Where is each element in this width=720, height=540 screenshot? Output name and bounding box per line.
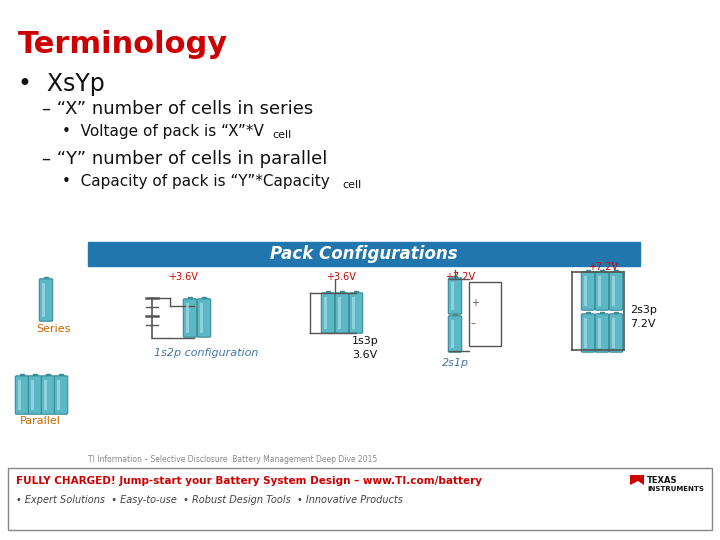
Text: 2s1p: 2s1p xyxy=(442,358,469,368)
Bar xyxy=(584,276,587,306)
Bar xyxy=(469,282,501,346)
Text: •  XsYp: • XsYp xyxy=(18,72,104,96)
Text: TEXAS: TEXAS xyxy=(647,476,678,485)
FancyBboxPatch shape xyxy=(15,376,29,414)
Bar xyxy=(44,277,48,280)
Bar xyxy=(352,297,354,329)
Bar xyxy=(584,318,587,348)
FancyBboxPatch shape xyxy=(581,314,595,352)
Bar xyxy=(31,380,34,410)
Text: • Expert Solutions  • Easy-to-use  • Robust Design Tools  • Innovative Products: • Expert Solutions • Easy-to-use • Robus… xyxy=(16,495,403,505)
Bar xyxy=(451,320,454,348)
Bar xyxy=(453,314,457,317)
FancyBboxPatch shape xyxy=(449,278,462,314)
Text: 7.2V: 7.2V xyxy=(630,319,655,329)
Text: TI Information – Selective Disclosure  Battery Management Deep Dive 2015: TI Information – Selective Disclosure Ba… xyxy=(88,455,377,464)
Text: cell: cell xyxy=(272,130,292,140)
Bar xyxy=(453,276,457,279)
FancyBboxPatch shape xyxy=(321,293,335,333)
Text: +: + xyxy=(471,298,479,308)
Text: +3.6V: +3.6V xyxy=(168,272,198,282)
Bar xyxy=(200,303,202,333)
Bar xyxy=(451,282,454,310)
Bar xyxy=(612,318,614,348)
Bar xyxy=(354,291,358,294)
Text: INSTRUMENTS: INSTRUMENTS xyxy=(647,486,704,492)
Bar xyxy=(614,270,618,273)
FancyBboxPatch shape xyxy=(184,299,197,337)
Bar xyxy=(614,312,618,315)
Text: +3.6V: +3.6V xyxy=(326,272,356,282)
FancyBboxPatch shape xyxy=(595,314,608,352)
Bar xyxy=(324,297,326,329)
Bar xyxy=(18,380,20,410)
Text: – “Y” number of cells in parallel: – “Y” number of cells in parallel xyxy=(42,150,328,168)
Bar xyxy=(326,291,330,294)
Text: +7.2V: +7.2V xyxy=(588,262,618,272)
Bar xyxy=(598,276,600,306)
Polygon shape xyxy=(630,475,644,485)
Bar xyxy=(600,312,604,315)
Bar xyxy=(46,374,50,377)
Bar xyxy=(338,297,341,329)
FancyBboxPatch shape xyxy=(595,272,608,310)
Bar xyxy=(59,374,63,377)
Bar xyxy=(586,312,590,315)
Text: +7.2V: +7.2V xyxy=(445,272,475,282)
FancyBboxPatch shape xyxy=(349,293,363,333)
Text: –: – xyxy=(471,318,476,328)
Bar xyxy=(188,297,192,300)
FancyBboxPatch shape xyxy=(609,314,623,352)
Bar xyxy=(598,318,600,348)
Bar xyxy=(586,270,590,273)
FancyBboxPatch shape xyxy=(41,376,55,414)
Bar xyxy=(600,270,604,273)
Text: 3.6V: 3.6V xyxy=(352,350,377,360)
Text: Terminology: Terminology xyxy=(18,30,228,59)
Bar xyxy=(57,380,60,410)
Bar xyxy=(42,283,45,317)
FancyBboxPatch shape xyxy=(54,376,68,414)
Text: 1s2p configuration: 1s2p configuration xyxy=(154,348,258,358)
Bar xyxy=(202,297,206,300)
Text: 1s3p: 1s3p xyxy=(352,336,379,346)
Text: 2s3p: 2s3p xyxy=(630,305,657,315)
Text: – “X” number of cells in series: – “X” number of cells in series xyxy=(42,100,313,118)
Text: cell: cell xyxy=(342,180,361,190)
FancyBboxPatch shape xyxy=(449,316,462,352)
FancyBboxPatch shape xyxy=(581,272,595,310)
Bar xyxy=(186,303,189,333)
Bar xyxy=(44,380,47,410)
Text: Pack Configurations: Pack Configurations xyxy=(270,245,458,263)
FancyBboxPatch shape xyxy=(197,299,211,337)
FancyBboxPatch shape xyxy=(28,376,42,414)
FancyBboxPatch shape xyxy=(609,272,623,310)
FancyBboxPatch shape xyxy=(40,279,53,321)
Text: •  Voltage of pack is “X”*V: • Voltage of pack is “X”*V xyxy=(62,124,264,139)
Text: FULLY CHARGED! Jump-start your Battery System Design – www.TI.com/battery: FULLY CHARGED! Jump-start your Battery S… xyxy=(16,476,482,486)
Bar xyxy=(33,374,37,377)
Text: Parallel: Parallel xyxy=(20,416,61,426)
Text: Series: Series xyxy=(36,324,71,334)
Bar xyxy=(88,242,640,266)
Bar xyxy=(340,291,344,294)
Bar xyxy=(612,276,614,306)
Bar xyxy=(8,468,712,530)
Text: •  Capacity of pack is “Y”*Capacity: • Capacity of pack is “Y”*Capacity xyxy=(62,174,330,189)
FancyBboxPatch shape xyxy=(336,293,348,333)
Bar xyxy=(20,374,24,377)
